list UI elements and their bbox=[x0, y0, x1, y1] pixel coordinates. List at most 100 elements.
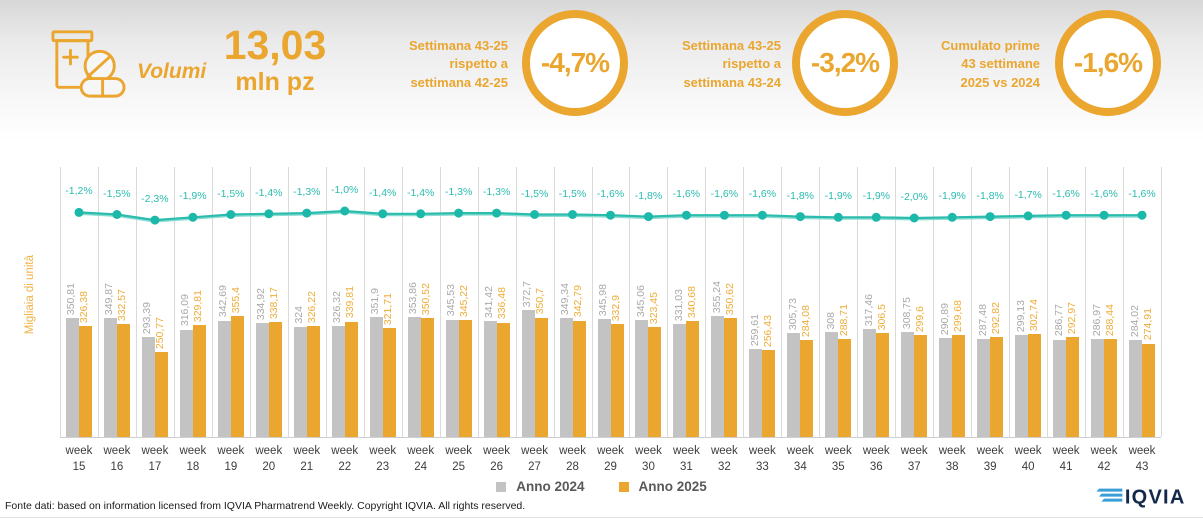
gridline bbox=[439, 167, 441, 437]
bar-anno-2025 bbox=[116, 323, 130, 437]
gridline bbox=[1009, 167, 1011, 437]
kpi-label: Settimana 43-25 rispetto a settimana 42-… bbox=[409, 38, 508, 90]
bar-anno-2024 bbox=[597, 319, 611, 437]
pills-icon bbox=[51, 30, 126, 98]
x-axis-week-label: week 16 bbox=[103, 445, 131, 473]
delta-dot bbox=[226, 210, 236, 219]
gridline bbox=[933, 167, 935, 437]
delta-pct-label: -1,4% bbox=[255, 186, 283, 199]
gridline bbox=[363, 167, 365, 437]
bar-value-label: 292,82 bbox=[989, 302, 1002, 335]
delta-pct-label: -1,5% bbox=[520, 187, 549, 200]
x-axis-week-label: week 42 bbox=[1090, 445, 1118, 473]
bar-anno-2025 bbox=[154, 351, 168, 437]
legend: Anno 2024 Anno 2025 bbox=[0, 479, 1203, 494]
bar-anno-2025 bbox=[1028, 334, 1042, 437]
gridline bbox=[173, 167, 175, 437]
bar-anno-2024 bbox=[217, 320, 231, 437]
x-axis-week-label: week 25 bbox=[445, 445, 473, 473]
gridline bbox=[857, 167, 859, 437]
metric-title: Volumi bbox=[137, 60, 207, 83]
x-axis-week-label: week 36 bbox=[862, 445, 890, 473]
bar-value-label: 286,77 bbox=[1052, 304, 1065, 337]
bar-anno-2025 bbox=[534, 317, 548, 437]
bar-value-label: 329,81 bbox=[192, 289, 205, 322]
bar-value-label: 336,48 bbox=[496, 287, 509, 320]
bar-anno-2024 bbox=[749, 348, 763, 437]
source-note: Fonte dati: based on information license… bbox=[5, 500, 526, 512]
delta-dot bbox=[150, 215, 160, 225]
bar-value-label: 340,68 bbox=[685, 286, 698, 319]
bar-anno-2024 bbox=[977, 339, 991, 437]
bar-value-label: 288,44 bbox=[1103, 303, 1116, 336]
bar-value-label: 326,32 bbox=[331, 290, 344, 324]
delta-pct-label: -2,0% bbox=[900, 191, 928, 203]
bar-value-label: 306,5 bbox=[875, 303, 888, 330]
x-axis-week-label: week 29 bbox=[597, 445, 624, 473]
bar-value-label: 338,17 bbox=[268, 286, 281, 320]
total-volume-value: 13,03 bbox=[223, 22, 327, 68]
bar-anno-2024 bbox=[65, 317, 79, 437]
brand: Volumi bbox=[45, 26, 206, 100]
bar-anno-2025 bbox=[268, 322, 282, 437]
delta-dot bbox=[74, 207, 84, 217]
delta-dot bbox=[681, 210, 691, 220]
legend-swatch-anno-2024 bbox=[496, 481, 507, 492]
bar-value-label: 350,81 bbox=[65, 282, 78, 315]
gridline bbox=[667, 167, 669, 437]
x-axis-week-label: week 37 bbox=[900, 445, 928, 473]
gridline bbox=[1085, 167, 1087, 437]
delta-dot bbox=[340, 206, 350, 216]
gridline bbox=[629, 167, 631, 437]
bar-value-label: 355,24 bbox=[710, 281, 723, 314]
gridline bbox=[971, 167, 973, 437]
bar-value-label: 334,92 bbox=[255, 288, 268, 321]
bar-value-label: 284,08 bbox=[799, 305, 812, 338]
bar-anno-2024 bbox=[559, 318, 573, 437]
bar-anno-2025 bbox=[230, 316, 244, 437]
header: Volumi 13,03 mln pz Settimana 43-25 risp… bbox=[0, 0, 1203, 142]
kpi-label: Cumulato prime 43 settimane 2025 vs 2024 bbox=[941, 38, 1040, 90]
legend-swatch-anno-2025 bbox=[618, 481, 629, 492]
gridline bbox=[401, 167, 403, 437]
bar-anno-2025 bbox=[1104, 338, 1118, 437]
delta-pct-label: -1,6% bbox=[748, 188, 777, 201]
delta-dot bbox=[416, 209, 426, 219]
delta-dot bbox=[833, 212, 843, 222]
delta-dot bbox=[909, 213, 919, 223]
bar-anno-2024 bbox=[1091, 339, 1105, 437]
bar-value-label: 341,42 bbox=[483, 285, 496, 318]
gridline bbox=[287, 167, 289, 437]
kpi-value: -1,6% bbox=[1073, 47, 1143, 78]
gridline bbox=[477, 167, 479, 437]
bar-value-label: 250,77 bbox=[154, 316, 167, 349]
bar-value-label: 259,61 bbox=[748, 313, 761, 346]
gridline bbox=[591, 167, 593, 437]
bar-value-label: 299,68 bbox=[951, 299, 964, 333]
x-axis-week-label: week 38 bbox=[938, 445, 966, 473]
bar-value-label: 332,57 bbox=[116, 288, 129, 321]
gridline bbox=[325, 167, 327, 437]
delta-pct-label: -1,6% bbox=[1090, 188, 1118, 201]
x-axis-week-label: week 33 bbox=[748, 445, 776, 473]
x-axis-week-label: week 40 bbox=[1014, 445, 1042, 473]
gridline bbox=[553, 167, 555, 437]
bar-value-label: 351,9 bbox=[369, 288, 382, 315]
gridline bbox=[249, 167, 251, 437]
bar-anno-2025 bbox=[952, 335, 966, 437]
bar-value-label: 324 bbox=[293, 306, 306, 324]
gridline bbox=[781, 167, 783, 437]
bar-value-label: 256,43 bbox=[761, 314, 774, 347]
bar-anno-2025 bbox=[306, 326, 320, 437]
delta-pct-label: -1,8% bbox=[786, 189, 815, 202]
total-volume: 13,03 mln pz bbox=[205, 22, 345, 97]
delta-dot bbox=[1023, 211, 1033, 221]
bar-value-label: 323,45 bbox=[647, 291, 660, 325]
bar-value-label: 355,4 bbox=[230, 286, 243, 314]
delta-dot bbox=[947, 212, 957, 222]
x-axis-week-label: week 18 bbox=[179, 445, 207, 473]
delta-pct-label: -1,3% bbox=[293, 186, 321, 199]
bar-value-label: 332,9 bbox=[610, 294, 622, 321]
x-axis-week-label: week 24 bbox=[407, 445, 435, 473]
